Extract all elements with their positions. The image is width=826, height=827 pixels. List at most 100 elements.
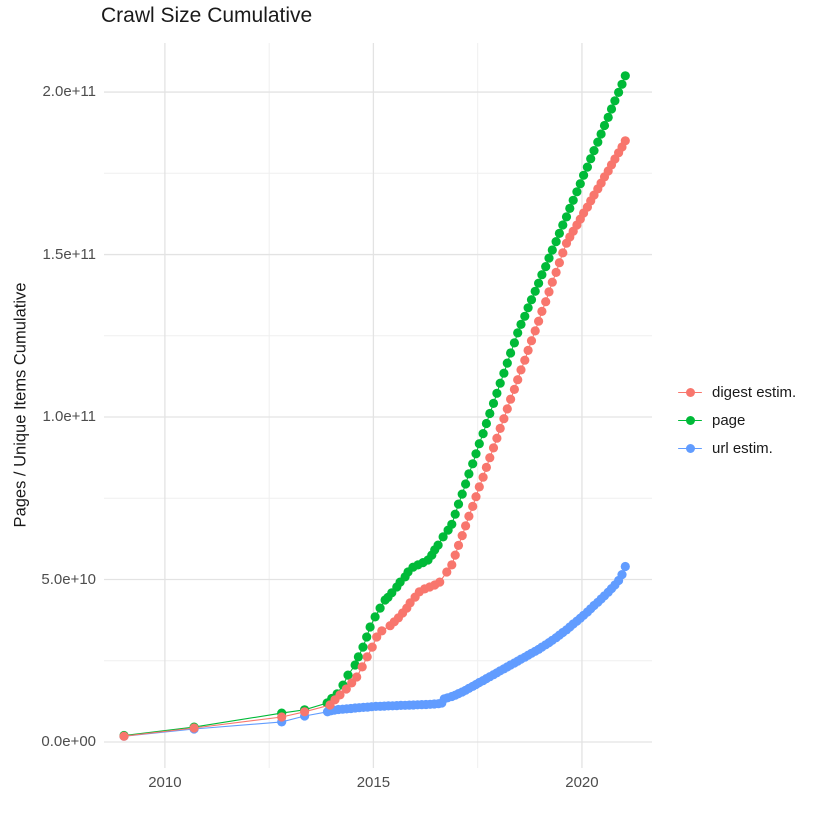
- y-tick-label: 5.0e+10: [41, 570, 96, 588]
- data-point: [362, 652, 372, 662]
- legend-key-page: [678, 414, 702, 426]
- data-point: [586, 154, 596, 164]
- data-point: [603, 112, 613, 122]
- data-point: [438, 532, 448, 542]
- data-point: [520, 355, 530, 365]
- y-tick-label: 1.0e+11: [42, 408, 96, 426]
- data-point: [530, 326, 540, 336]
- y-axis-title: Pages / Unique Items Cumulative: [11, 282, 30, 528]
- data-point: [599, 120, 610, 131]
- legend-item-digest-estim: digest estim.: [678, 378, 796, 406]
- legend-item-page: page: [678, 406, 796, 434]
- data-point: [509, 338, 519, 348]
- data-point: [554, 258, 565, 268]
- data-point: [582, 162, 593, 172]
- data-point: [447, 560, 457, 570]
- data-point: [551, 267, 561, 277]
- data-point: [435, 577, 445, 587]
- data-point: [551, 237, 561, 247]
- data-point: [464, 469, 474, 479]
- data-point: [365, 622, 375, 632]
- data-point: [447, 519, 457, 529]
- data-point: [474, 439, 484, 449]
- data-point: [335, 690, 345, 700]
- data-point: [516, 365, 526, 375]
- data-point: [572, 187, 582, 197]
- data-point: [579, 170, 589, 180]
- data-point: [468, 501, 478, 511]
- data-point: [523, 345, 533, 355]
- data-point: [610, 96, 620, 106]
- data-point: [541, 297, 551, 307]
- legend: digest estim. page url estim.: [678, 378, 796, 462]
- data-point: [547, 277, 557, 287]
- data-point: [495, 423, 505, 433]
- data-point: [495, 378, 505, 388]
- data-point: [377, 626, 387, 636]
- data-point: [537, 306, 547, 316]
- x-tick-label: 2015: [356, 774, 391, 791]
- data-point: [488, 443, 499, 453]
- data-point: [534, 278, 544, 288]
- y-tick-label: 0.0e+00: [41, 733, 96, 750]
- y-tick-label: 1.5e+11: [42, 245, 96, 263]
- data-point: [544, 253, 554, 263]
- data-point: [453, 540, 464, 551]
- data-point: [461, 479, 471, 489]
- legend-item-url-estim: url estim.: [678, 434, 796, 462]
- data-point: [513, 375, 523, 385]
- data-point: [492, 433, 502, 443]
- data-point: [620, 136, 630, 146]
- data-point: [558, 220, 568, 230]
- data-point: [358, 642, 368, 652]
- data-point: [509, 384, 519, 394]
- data-point: [450, 509, 460, 519]
- data-point: [568, 195, 578, 205]
- legend-label-page: page: [712, 411, 746, 429]
- data-point: [526, 295, 537, 305]
- data-point: [506, 394, 516, 404]
- data-point: [478, 472, 488, 482]
- data-point: [353, 652, 363, 662]
- legend-dot-icon: [685, 415, 695, 425]
- data-point: [499, 368, 509, 378]
- data-point: [513, 328, 523, 338]
- data-point: [300, 707, 310, 717]
- data-point: [119, 731, 129, 741]
- data-point: [520, 311, 530, 321]
- data-point: [485, 453, 495, 463]
- data-point: [478, 429, 488, 439]
- data-point: [541, 262, 551, 272]
- data-point: [350, 660, 360, 670]
- data-point: [526, 336, 537, 346]
- data-point: [367, 642, 377, 652]
- data-point: [558, 248, 568, 258]
- data-point: [488, 398, 499, 408]
- y-tick-label: 2.0e+11: [42, 83, 96, 101]
- x-tick-label: 2020: [565, 774, 599, 791]
- data-point: [534, 316, 544, 326]
- data-point: [593, 137, 603, 147]
- data-point: [606, 104, 617, 114]
- data-point: [502, 404, 512, 414]
- chart-title: Crawl Size Cumulative: [101, 4, 313, 27]
- data-point: [499, 414, 509, 424]
- data-point: [375, 603, 385, 613]
- data-point: [502, 358, 512, 368]
- data-point: [547, 245, 557, 255]
- data-point: [516, 319, 526, 329]
- data-point: [372, 632, 382, 642]
- data-point: [530, 286, 540, 296]
- data-point: [617, 79, 627, 89]
- data-point: [620, 71, 630, 81]
- data-point: [464, 511, 474, 521]
- data-point: [370, 612, 380, 622]
- data-point: [277, 712, 287, 722]
- data-point: [362, 632, 372, 642]
- data-point: [481, 462, 491, 472]
- data-point: [352, 672, 362, 682]
- data-point: [589, 146, 599, 156]
- x-tick-label: 2010: [148, 774, 182, 791]
